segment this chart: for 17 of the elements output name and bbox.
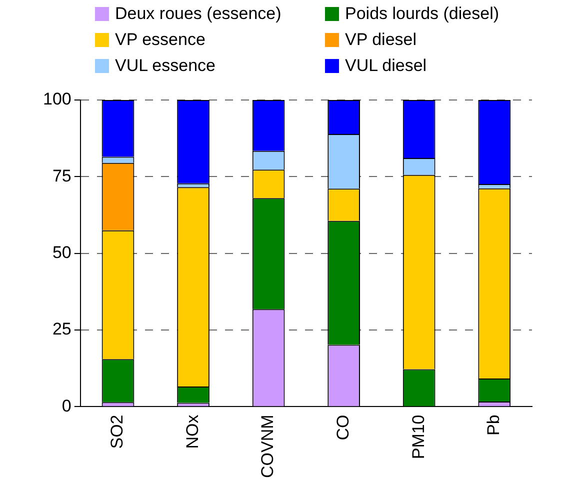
x-tick-label: COVNM <box>258 414 278 478</box>
y-tick-label: 100 <box>42 90 72 109</box>
y-tick-label: 0 <box>62 396 72 416</box>
x-tick-label: PM10 <box>408 414 428 460</box>
legend-label: VP essence <box>115 30 206 50</box>
legend-label: VUL diesel <box>345 56 427 76</box>
x-tick-label: Pb <box>484 414 504 436</box>
legend-label: Poids lourds (diesel) <box>345 4 500 24</box>
y-tick-label: 25 <box>52 320 72 339</box>
legend-label: VP diesel <box>345 30 417 50</box>
legend-label: Deux roues (essence) <box>115 4 282 24</box>
x-tick-label: SO2 <box>108 414 127 449</box>
legend-label: VUL essence <box>115 56 216 76</box>
x-tick-label: CO <box>334 414 353 440</box>
x-tick-label: NOx <box>182 414 202 449</box>
y-tick-label: 75 <box>52 166 72 186</box>
y-tick-label: 50 <box>52 243 72 262</box>
